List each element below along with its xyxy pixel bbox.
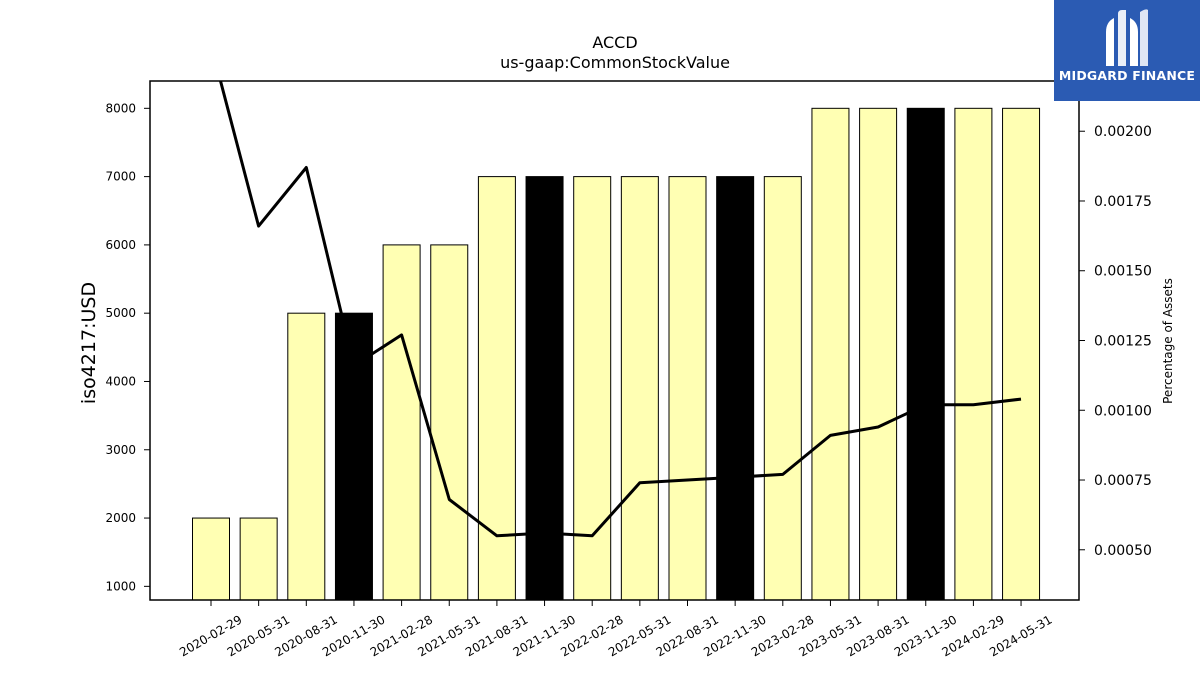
bar-2020-02-29 (192, 517, 230, 601)
y-tick-label: 6000 (105, 238, 136, 252)
y2-tick-label: 0.00200 (1094, 124, 1152, 140)
y-axis-label: iso4217:USD (78, 282, 100, 404)
bar-2023-02-28 (763, 176, 802, 601)
right-ticks: 0.00050 0.00075 0.00100 0.00125 0.00150 0.001… (1079, 124, 1152, 559)
bar-2023-11-30 (906, 107, 945, 601)
y2-tick-label: 0.00050 (1094, 543, 1152, 559)
y2-tick-label: 0.00125 (1094, 334, 1152, 350)
logo: MIDGARD FINANCE (1054, 0, 1200, 101)
bar-2024-05-31 (1002, 107, 1041, 601)
y2-tick-label: 0.00175 (1094, 194, 1152, 210)
y-tick-label: 8000 (105, 101, 136, 115)
y2-tick-label: 0.00075 (1094, 473, 1152, 489)
bar-2022-08-31 (668, 176, 707, 601)
bar-2024-02-29 (954, 107, 993, 601)
left-ticks: 1000 2000 3000 4000 5000 6000 7000 8000 (105, 101, 150, 593)
y-tick-label: 7000 (105, 170, 136, 184)
bar-2020-05-31 (239, 517, 278, 601)
bar-2020-08-31 (287, 312, 326, 601)
y2-tick-label: 0.00100 (1094, 403, 1152, 419)
logo-text: MIDGARD FINANCE (1058, 68, 1196, 83)
bar-2021-02-28 (382, 244, 421, 601)
y2-tick-label: 0.00150 (1094, 264, 1152, 280)
plot-frame (149, 80, 1080, 601)
y-tick-label: 4000 (105, 374, 136, 388)
bars-group (192, 107, 1041, 601)
chart-title: ACCD (592, 33, 637, 52)
chart-subtitle: us-gaap:CommonStockValue (500, 53, 730, 72)
bar-2021-05-31 (430, 244, 469, 601)
bar-2023-05-31 (811, 107, 850, 601)
x-ticks: 2020-02-292020-05-312020-08-312020-11-30… (177, 600, 1055, 659)
bar-2021-08-31 (477, 176, 516, 601)
y-tick-label: 2000 (105, 511, 136, 525)
y2-axis-label: Percentage of Assets (1161, 278, 1175, 404)
line-series-percentage-of-assets (218, 81, 1022, 538)
y-tick-label: 3000 (105, 443, 136, 457)
line-layer (218, 81, 1022, 538)
bar-2021-11-30 (525, 176, 564, 601)
bar-2022-11-30 (716, 176, 755, 601)
bar-2023-08-31 (859, 107, 898, 601)
y-tick-label: 5000 (105, 306, 136, 320)
bar-2022-05-31 (620, 176, 659, 601)
bar-2022-02-28 (573, 176, 612, 601)
logo-mark-icon (1106, 9, 1148, 67)
y-tick-label: 1000 (105, 579, 136, 593)
